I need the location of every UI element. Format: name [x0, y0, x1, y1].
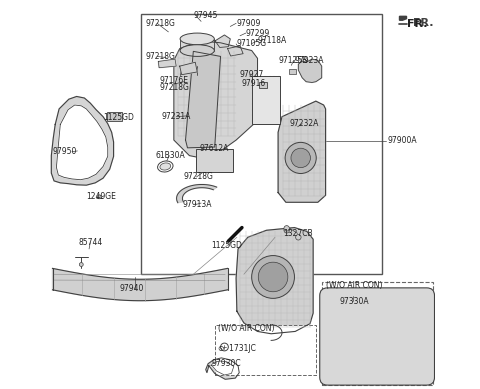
- Ellipse shape: [180, 33, 215, 45]
- Text: 97913A: 97913A: [182, 200, 212, 209]
- Text: 85744: 85744: [79, 238, 103, 247]
- Text: 97900A: 97900A: [388, 136, 418, 145]
- Text: (W/O AIR CON): (W/O AIR CON): [326, 281, 383, 291]
- Ellipse shape: [157, 161, 173, 172]
- Polygon shape: [180, 62, 197, 75]
- Text: 1327CB: 1327CB: [283, 229, 312, 238]
- Circle shape: [291, 148, 311, 168]
- Polygon shape: [158, 59, 176, 68]
- Text: 97930C: 97930C: [212, 359, 241, 368]
- Polygon shape: [51, 96, 114, 185]
- Bar: [180, 39, 215, 51]
- Text: 97218G: 97218G: [145, 19, 175, 28]
- Polygon shape: [206, 358, 239, 379]
- Polygon shape: [399, 16, 407, 20]
- Text: 97218G: 97218G: [183, 172, 214, 182]
- Circle shape: [252, 256, 294, 298]
- Polygon shape: [177, 184, 217, 203]
- Circle shape: [79, 263, 83, 266]
- Text: 97231A: 97231A: [161, 112, 191, 121]
- Bar: [141, 14, 382, 274]
- Text: 97232A: 97232A: [290, 119, 319, 128]
- Polygon shape: [52, 268, 228, 301]
- Circle shape: [258, 262, 288, 292]
- Polygon shape: [186, 51, 220, 148]
- Polygon shape: [236, 228, 313, 334]
- Text: (W/O AIR CON): (W/O AIR CON): [218, 324, 275, 333]
- Text: ⊙  1731JC: ⊙ 1731JC: [218, 343, 256, 353]
- Circle shape: [284, 226, 289, 231]
- Text: 1249GE: 1249GE: [86, 192, 116, 201]
- Ellipse shape: [180, 45, 215, 56]
- Polygon shape: [278, 101, 325, 202]
- Text: 97909: 97909: [236, 19, 261, 28]
- Text: 97940: 97940: [120, 284, 144, 293]
- Text: 1125GD: 1125GD: [103, 113, 134, 122]
- Text: 97125B: 97125B: [278, 56, 307, 65]
- Text: 97218G: 97218G: [146, 52, 176, 61]
- Text: 97330A: 97330A: [339, 297, 369, 306]
- Polygon shape: [215, 35, 230, 47]
- Text: 97118A: 97118A: [257, 36, 287, 46]
- Text: 97916: 97916: [242, 79, 266, 88]
- Circle shape: [296, 235, 301, 240]
- Text: 97950: 97950: [52, 147, 77, 156]
- Bar: [107, 112, 122, 121]
- Bar: [288, 69, 297, 74]
- Bar: [215, 325, 316, 375]
- Text: 97218G: 97218G: [159, 83, 189, 92]
- Text: 97299: 97299: [246, 28, 270, 38]
- Polygon shape: [211, 361, 234, 375]
- Text: 97923A: 97923A: [294, 56, 324, 65]
- Text: 97927: 97927: [239, 70, 264, 79]
- Text: 61B30A: 61B30A: [156, 151, 185, 160]
- Polygon shape: [228, 46, 243, 56]
- Text: 97176E: 97176E: [159, 76, 188, 85]
- Ellipse shape: [160, 163, 171, 170]
- Circle shape: [220, 343, 228, 351]
- Circle shape: [97, 195, 101, 199]
- Text: 1125GD: 1125GD: [211, 241, 242, 251]
- Circle shape: [284, 228, 289, 233]
- Bar: [259, 82, 267, 88]
- Text: 97105G: 97105G: [236, 39, 266, 49]
- Polygon shape: [174, 41, 257, 159]
- Polygon shape: [299, 59, 322, 82]
- Circle shape: [285, 142, 316, 173]
- Polygon shape: [56, 105, 108, 180]
- Text: 97945: 97945: [193, 11, 218, 20]
- Text: 97612A: 97612A: [199, 144, 228, 154]
- Bar: [196, 149, 233, 172]
- Text: FR.: FR.: [407, 19, 428, 29]
- Text: FR.: FR.: [413, 18, 433, 28]
- FancyBboxPatch shape: [320, 288, 434, 385]
- Bar: [322, 282, 432, 385]
- Bar: [252, 76, 280, 124]
